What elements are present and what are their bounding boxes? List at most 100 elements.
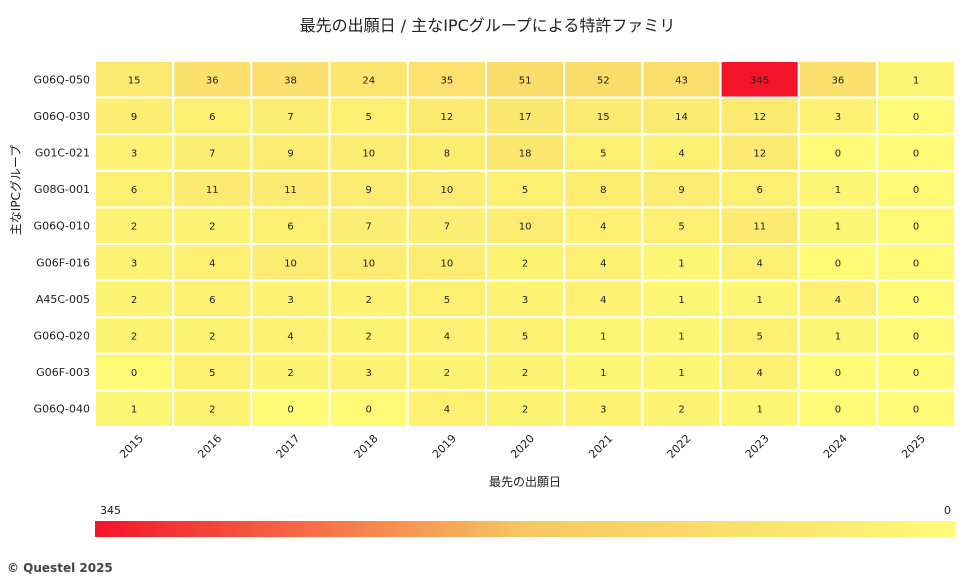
heatmap-cell[interactable] <box>719 389 800 428</box>
cell-value-label: 2 <box>678 405 684 416</box>
y-tick-label: G06F-003 <box>36 366 90 379</box>
x-tick-label: 2020 <box>508 432 537 461</box>
heatmap-cell[interactable] <box>94 169 175 209</box>
cell-value-label: 2 <box>522 258 528 269</box>
heatmap-cell[interactable] <box>641 243 722 282</box>
cell-value-label: 38 <box>284 75 297 86</box>
heatmap-cell[interactable] <box>719 243 800 282</box>
heatmap-cell[interactable] <box>563 352 644 392</box>
cell-value-label: 0 <box>366 405 372 416</box>
cell-value-label: 4 <box>209 258 215 269</box>
cell-value-label: 4 <box>600 295 606 306</box>
heatmap-cell[interactable] <box>797 133 878 172</box>
heatmap-cell[interactable] <box>485 133 566 172</box>
heatmap-cell[interactable] <box>876 316 957 355</box>
heatmap-cell[interactable] <box>876 389 957 428</box>
cell-value-label: 10 <box>519 222 532 233</box>
heatmap-cell[interactable] <box>641 60 722 99</box>
y-tick-label: G06Q-010 <box>34 220 90 233</box>
cell-value-label: 6 <box>131 185 137 196</box>
heatmap-cell[interactable] <box>876 60 957 99</box>
heatmap-cell[interactable] <box>328 243 409 282</box>
heatmap-cell[interactable] <box>250 316 331 355</box>
heatmap-cell[interactable] <box>172 96 253 136</box>
heatmap-cell[interactable] <box>797 206 878 245</box>
cell-value-label: 10 <box>441 185 454 196</box>
heatmap-cell[interactable] <box>328 206 409 245</box>
x-tick-label: 2017 <box>274 432 303 461</box>
heatmap-cell[interactable] <box>250 133 331 172</box>
heatmap-cell[interactable] <box>485 206 566 245</box>
cell-value-label: 0 <box>913 258 919 269</box>
heatmap-cell[interactable] <box>563 60 644 99</box>
heatmap-cell[interactable] <box>172 133 253 172</box>
cell-value-label: 11 <box>284 185 297 196</box>
cell-value-label: 6 <box>757 185 763 196</box>
heatmap-cell[interactable] <box>719 60 800 99</box>
cell-value-label: 8 <box>444 149 450 160</box>
cell-value-label: 0 <box>913 222 919 233</box>
y-tick-label: G06F-016 <box>36 256 90 269</box>
cell-value-label: 5 <box>757 332 763 343</box>
cell-value-label: 0 <box>913 332 919 343</box>
y-tick-label: G06Q-040 <box>34 403 90 416</box>
cell-value-label: 9 <box>678 185 684 196</box>
cell-value-label: 2 <box>522 368 528 379</box>
heatmap-cell[interactable] <box>876 96 957 136</box>
heatmap-cell[interactable] <box>172 389 253 428</box>
heatmap-cell[interactable] <box>641 389 722 428</box>
cell-value-label: 35 <box>441 75 454 86</box>
cell-value-label: 0 <box>835 405 841 416</box>
x-tick-label: 2018 <box>352 432 381 461</box>
heatmap-cell[interactable] <box>563 243 644 282</box>
heatmap-cell[interactable] <box>876 169 957 209</box>
y-axis-label: 主なIPCグループ <box>9 145 23 235</box>
cell-value-label: 0 <box>913 149 919 160</box>
cell-value-label: 15 <box>597 112 610 123</box>
heatmap-cell[interactable] <box>563 133 644 172</box>
cell-value-label: 4 <box>835 295 841 306</box>
heatmap-cell[interactable] <box>719 352 800 392</box>
heatmap-cell[interactable] <box>563 96 644 136</box>
cell-value-label: 1 <box>757 295 763 306</box>
heatmap-cell[interactable] <box>485 169 566 209</box>
x-tick-label: 2015 <box>117 432 146 461</box>
cell-value-label: 36 <box>832 75 845 86</box>
heatmap-cell[interactable] <box>328 389 409 428</box>
heatmap-cell[interactable] <box>563 389 644 428</box>
heatmap-cell[interactable] <box>876 133 957 172</box>
cell-value-label: 4 <box>757 368 763 379</box>
cell-value-label: 36 <box>206 75 219 86</box>
heatmap-cell[interactable] <box>250 96 331 136</box>
heatmap-cell[interactable] <box>94 352 175 392</box>
cell-value-label: 15 <box>128 75 141 86</box>
heatmap-cell[interactable] <box>172 206 253 245</box>
heatmap-cell[interactable] <box>641 96 722 136</box>
cell-value-label: 18 <box>519 149 532 160</box>
cell-value-label: 5 <box>600 149 606 160</box>
heatmap-cell[interactable] <box>485 60 566 99</box>
heatmap-cell[interactable] <box>797 389 878 428</box>
x-tick-label: 2019 <box>430 432 459 461</box>
heatmap-cell[interactable] <box>876 206 957 245</box>
heatmap-cell[interactable] <box>641 169 722 209</box>
y-tick-label: G08G-001 <box>34 183 90 196</box>
heatmap-cell[interactable] <box>328 169 409 209</box>
cell-value-label: 1 <box>678 295 684 306</box>
heatmap-cell[interactable] <box>94 389 175 428</box>
heatmap-cell[interactable] <box>797 352 878 392</box>
heatmap-cell[interactable] <box>719 133 800 172</box>
y-tick-labels: G06Q-050 G06Q-030 G01C-021 G08G-001 G06Q-010… <box>34 73 90 415</box>
heatmap-cell[interactable] <box>250 279 331 319</box>
colorbar-min-label: 0 <box>944 504 951 517</box>
heatmap-cell[interactable] <box>797 169 878 209</box>
cell-value-label: 3 <box>600 405 606 416</box>
heatmap-cell[interactable] <box>563 206 644 245</box>
y-tick-label: G06Q-020 <box>34 330 90 343</box>
cell-value-label: 2 <box>209 405 215 416</box>
cell-value-label: 1 <box>600 332 606 343</box>
heatmap-cell[interactable] <box>641 316 722 355</box>
heatmap-cell[interactable] <box>328 96 409 136</box>
heatmap-cell[interactable] <box>719 206 800 245</box>
heatmap-cell[interactable] <box>485 352 566 392</box>
